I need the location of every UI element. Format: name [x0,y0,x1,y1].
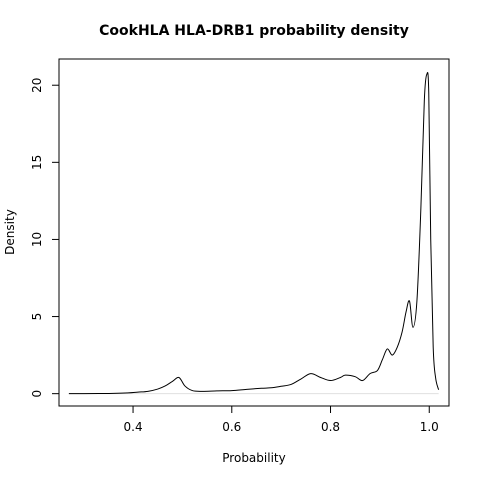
y-tick-label: 20 [30,78,44,93]
x-tick-label: 1.0 [420,420,439,434]
x-tick-label: 0.8 [321,420,340,434]
y-tick-label: 10 [30,232,44,247]
x-tick-label: 0.6 [222,420,241,434]
chart-title: CookHLA HLA-DRB1 probability density [99,23,409,39]
y-axis-label: Density [3,209,17,255]
y-tick-label: 0 [30,390,44,398]
x-axis: 0.4 0.6 0.8 1.0 [124,406,439,434]
y-tick-label: 15 [30,155,44,170]
y-tick-label: 5 [30,313,44,321]
density-curve [68,71,440,395]
y-axis: 0 5 10 15 20 [30,78,59,398]
x-axis-label: Probability [222,451,285,465]
x-tick-label: 0.4 [124,420,143,434]
plot-frame [58,58,450,407]
